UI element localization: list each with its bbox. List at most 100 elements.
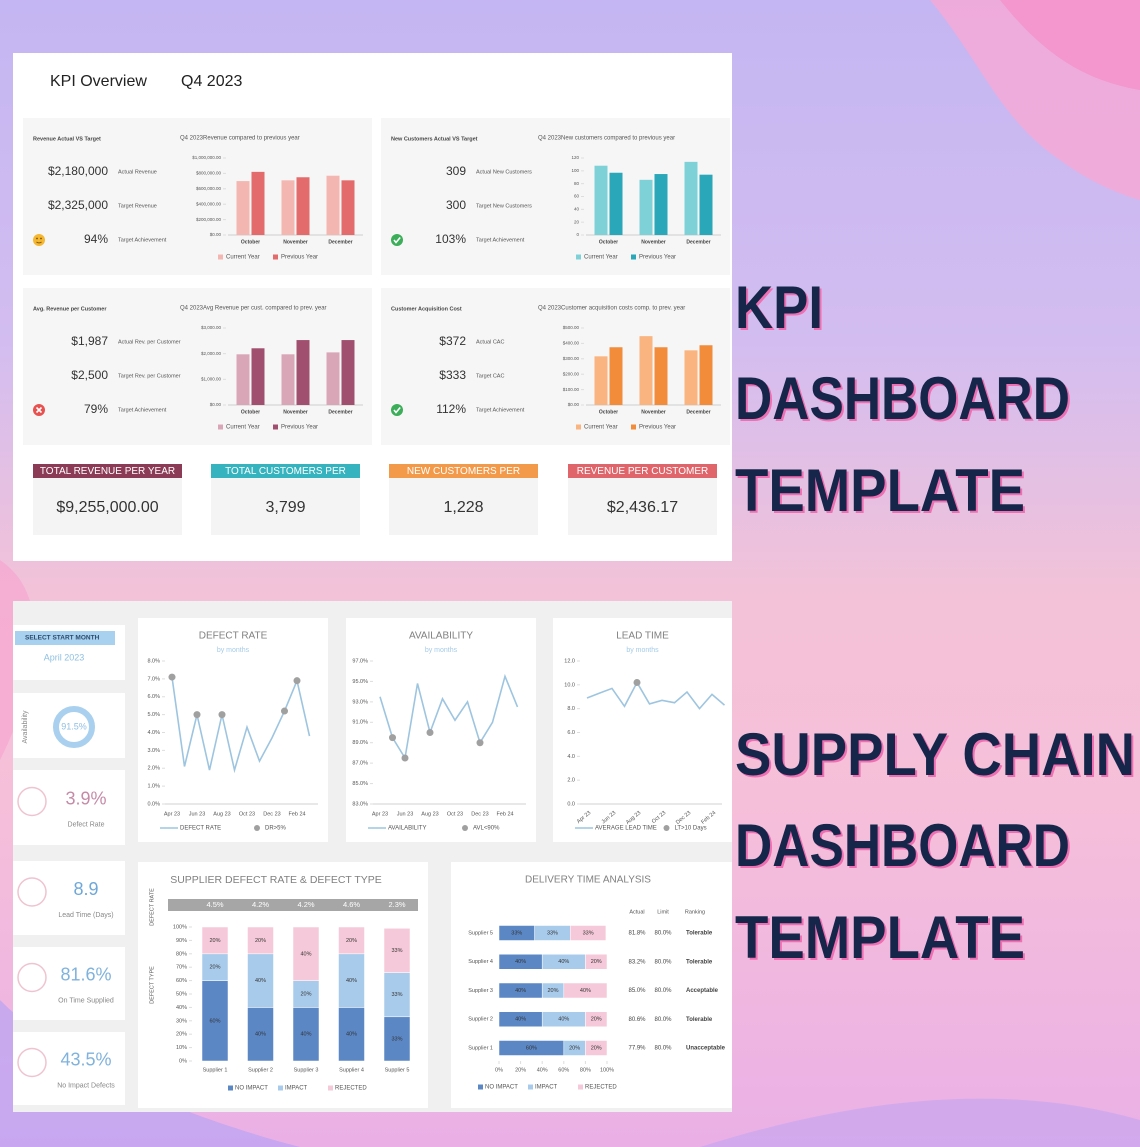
x-tick-label: October xyxy=(599,239,618,245)
status-icon xyxy=(36,241,42,244)
table-cell: Acceptable xyxy=(686,988,719,994)
y-tick-label: 8.0% xyxy=(147,658,160,664)
kpi-value: $333 xyxy=(439,368,466,382)
kpi-icon xyxy=(17,877,47,907)
x-tick-label: Oct 23 xyxy=(447,811,463,817)
axis-label: DEFECT TYPE xyxy=(149,966,155,1004)
x-tick-label: November xyxy=(283,239,308,245)
headline: DASHBOARD xyxy=(735,365,1070,432)
y-tick-label: 50% xyxy=(176,991,187,997)
legend-label: Current Year xyxy=(584,255,618,261)
y-tick-label: 30% xyxy=(176,1018,187,1024)
kpi-value: 8.9 xyxy=(73,879,98,899)
bar-value-label: 40% xyxy=(300,951,311,957)
period: Q4 2023 xyxy=(181,73,242,90)
legend-swatch xyxy=(576,254,581,260)
bar xyxy=(594,165,608,235)
y-tick-label: 12.0 xyxy=(564,658,575,664)
chart-title: Q4 2023Revenue compared to previous year xyxy=(180,136,300,142)
status-icon xyxy=(393,406,401,414)
kpi-label: No Impact Defects xyxy=(57,1082,115,1089)
y-tick-label: 80% xyxy=(176,951,187,957)
kpi-label: Actual Rev. per Customer xyxy=(118,339,181,345)
selector-label: SELECT START MONTH xyxy=(25,635,100,642)
bar-segment xyxy=(570,925,607,941)
y-tick-label: 91.0% xyxy=(352,720,368,726)
total-box xyxy=(389,478,538,535)
bar-value-label: 20% xyxy=(209,965,220,971)
x-tick-label: December xyxy=(686,409,710,415)
panel-heading: Avg. Revenue per Customer xyxy=(33,306,107,312)
legend-label: NO IMPACT xyxy=(485,1085,518,1091)
kpi-value: $1,987 xyxy=(71,334,108,348)
kpi-value: 43.5% xyxy=(60,1049,111,1069)
chart-title: Q4 2023Customer acquisition costs comp. … xyxy=(538,306,685,312)
y-tick-label: $800,000.00 xyxy=(196,171,222,176)
bar xyxy=(326,175,340,235)
bar-value-label: 33% xyxy=(583,930,594,936)
kpi-icon xyxy=(17,786,47,817)
kpi-label: Target Achievement xyxy=(476,237,525,243)
kpi-label: Target CAC xyxy=(476,373,504,379)
line xyxy=(379,673,519,761)
x-tick-label: Aug 23 xyxy=(213,811,230,817)
bar-value-label: 40% xyxy=(255,978,266,984)
headline: TEMPLATE xyxy=(735,457,1025,524)
panel-heading: Revenue Actual VS Target xyxy=(33,136,101,142)
headline: TEMPLATE xyxy=(735,904,1025,971)
bar-value-label: 20% xyxy=(255,938,266,944)
total-box xyxy=(33,478,182,535)
table-header: Limit xyxy=(657,909,669,915)
y-tick-label: $2,000.00 xyxy=(201,351,222,356)
chart-title: Q4 2023Avg Revenue per cust. compared to… xyxy=(180,306,327,312)
kpi-label: Lead Time (Days) xyxy=(58,912,113,919)
chart-title: Q4 2023New customers compared to previou… xyxy=(538,136,675,142)
total-label: NEW CUSTOMERS PER xyxy=(407,466,520,477)
y-tick-label: 2.0 xyxy=(567,778,575,784)
bar-segment xyxy=(383,1016,411,1062)
defect-rate-label: 2.3% xyxy=(388,900,405,909)
bar-segment xyxy=(338,926,365,955)
bar-value-label: 33% xyxy=(547,930,558,936)
x-tick-label: Feb 24 xyxy=(288,811,305,817)
legend-swatch xyxy=(328,1085,333,1091)
kpi-label: On Time Supplied xyxy=(58,997,114,1004)
marker xyxy=(293,677,301,685)
chart-panel xyxy=(138,618,328,842)
x-tick-label: October xyxy=(241,409,260,415)
y-tick-label: $400.00 xyxy=(563,341,580,346)
y-tick-label: 80 xyxy=(574,181,580,186)
table-cell: 80.6% xyxy=(628,1017,646,1023)
y-tick-label: 89.0% xyxy=(352,740,368,746)
table-cell: 81.8% xyxy=(628,931,646,937)
y-tick-label: 1.0% xyxy=(147,784,160,790)
bar-value-label: 33% xyxy=(511,930,522,936)
x-tick-label: November xyxy=(283,409,308,415)
y-tick-label: 85.0% xyxy=(352,781,368,787)
bar-value-label: 60% xyxy=(209,1018,220,1024)
kpi-value: 94% xyxy=(84,232,108,246)
y-tick-label: 10% xyxy=(176,1045,187,1051)
kpi-icon xyxy=(17,1047,47,1078)
bar xyxy=(594,356,608,405)
bar xyxy=(251,348,265,405)
bar xyxy=(609,172,623,235)
y-tick-label: $1,000.00 xyxy=(201,377,222,382)
decor-wave xyxy=(700,1098,1140,1147)
table-cell: 80.0% xyxy=(654,931,672,937)
kpi-label: Target Revenue xyxy=(118,203,157,209)
table-cell: Tolerable xyxy=(686,959,713,965)
bar-value-label: 20% xyxy=(346,938,357,944)
total-label: TOTAL REVENUE PER YEAR xyxy=(40,466,175,477)
legend-swatch xyxy=(578,1084,583,1090)
bar-value-label: 20% xyxy=(569,1045,580,1051)
bar-segment xyxy=(563,982,608,999)
bar-segment xyxy=(585,1040,608,1056)
x-tick-label: Dec 23 xyxy=(263,811,280,817)
y-tick-label: 0 xyxy=(576,232,579,237)
table-cell: 80.0% xyxy=(654,1017,672,1023)
x-tick-label: November xyxy=(641,239,666,245)
bar-value-label: 20% xyxy=(591,1017,602,1023)
y-tick-label: 7.0% xyxy=(147,676,160,682)
legend-marker xyxy=(254,825,260,831)
